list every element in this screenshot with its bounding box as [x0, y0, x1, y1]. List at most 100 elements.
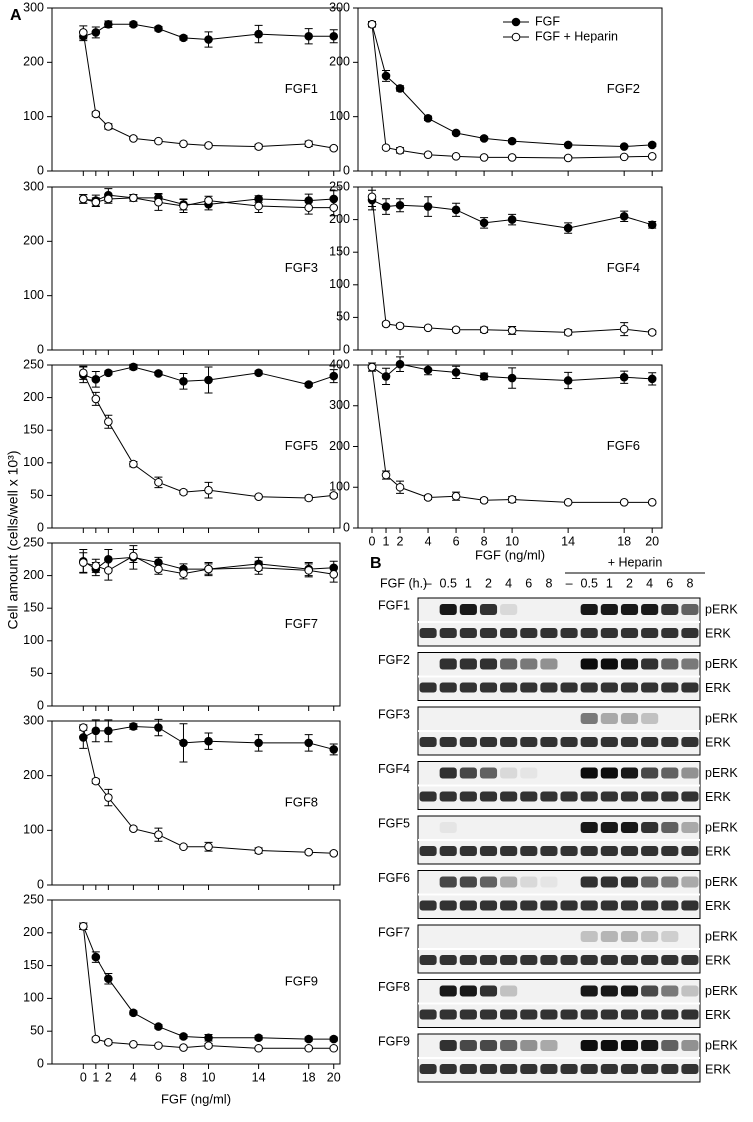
y-tick-label: 0: [343, 342, 350, 356]
erk-band: [641, 955, 659, 965]
y-tick-label: 100: [23, 991, 44, 1005]
perk-band: [479, 985, 498, 997]
erk-band: [439, 1009, 457, 1020]
data-point: [254, 738, 263, 748]
data-point: [179, 377, 188, 386]
x-axis-label: FGF (ng/ml): [475, 547, 545, 562]
lane-label: 1: [606, 576, 613, 590]
x-tick-label: 4: [130, 1070, 137, 1084]
erk-band: [479, 737, 498, 747]
perk-band: [600, 931, 618, 942]
x-axis-label: FGF (ng/ml): [161, 1091, 231, 1106]
time-label: FGF (h.): [380, 576, 427, 590]
erk-band: [500, 628, 518, 638]
data-point: [563, 498, 573, 507]
data-point: [479, 372, 489, 381]
series-line: [82, 926, 334, 1049]
data-point: [647, 220, 657, 230]
y-tick-label: 250: [23, 535, 44, 549]
erk-band: [459, 846, 477, 856]
erk-band: [560, 1064, 578, 1074]
data-point: [79, 194, 88, 204]
data-point: [129, 20, 138, 29]
perk-band: [540, 658, 558, 670]
perk-band: [661, 767, 679, 779]
data-point: [563, 223, 573, 233]
data-point: [254, 1033, 263, 1043]
series-line: [82, 32, 334, 149]
x-tick-label: 18: [302, 1070, 316, 1084]
data-point: [395, 321, 405, 331]
y-tick-label: 200: [329, 212, 350, 226]
erk-band: [500, 955, 518, 965]
lane-label: 2: [626, 576, 633, 590]
data-point: [619, 324, 629, 334]
erk-band: [661, 846, 679, 856]
data-point: [179, 1032, 188, 1041]
data-point: [79, 28, 88, 37]
data-point: [479, 153, 489, 162]
erk-band: [419, 737, 437, 747]
data-point: [104, 417, 113, 427]
perk-band: [500, 658, 518, 670]
series-line: [82, 926, 334, 1040]
erk-band: [500, 791, 518, 802]
data-point: [304, 566, 313, 575]
data-point: [104, 566, 113, 575]
perk-band: [620, 767, 639, 779]
data-point: [104, 122, 113, 131]
erk-band: [479, 682, 498, 693]
band-label: pERK: [705, 602, 738, 616]
perk-band: [641, 1040, 659, 1051]
band-label: pERK: [705, 820, 738, 834]
y-tick-label: 100: [23, 109, 44, 123]
plot-frame: [357, 7, 663, 172]
perk-band: [641, 604, 659, 615]
data-point: [619, 372, 629, 382]
erk-band: [600, 737, 618, 747]
erk-band: [459, 900, 477, 911]
erk-band: [500, 846, 518, 856]
erk-band: [419, 1064, 437, 1074]
perk-band: [600, 767, 618, 779]
data-point: [204, 1041, 213, 1050]
data-point: [104, 194, 113, 204]
lane-label: 6: [525, 576, 532, 590]
x-tick-label: 0: [80, 1070, 87, 1084]
erk-band: [520, 955, 538, 965]
erk-band: [560, 846, 578, 856]
y-tick-label: 300: [329, 0, 350, 14]
erk-band: [479, 846, 498, 856]
data-point: [204, 736, 213, 746]
panel-name: FGF2: [607, 81, 640, 96]
y-tick-label: 300: [329, 398, 350, 412]
erk-band: [540, 682, 558, 693]
perk-band: [459, 658, 477, 670]
data-point: [329, 31, 339, 41]
y-tick-label: 200: [23, 234, 44, 248]
x-tick-label: 14: [561, 534, 575, 548]
perk-band: [500, 876, 518, 888]
data-point: [451, 325, 461, 335]
data-point: [91, 561, 101, 571]
plot-frame: [357, 186, 663, 351]
perk-band: [661, 985, 679, 997]
panel-label: B: [370, 555, 382, 572]
series-line: [371, 196, 653, 333]
y-tick-label: 50: [30, 1023, 44, 1037]
band-label: pERK: [705, 984, 738, 998]
band-label: ERK: [705, 681, 731, 695]
data-point: [329, 143, 339, 153]
band-label: ERK: [705, 1062, 731, 1076]
data-point: [304, 738, 313, 748]
plot-frame: [51, 364, 341, 529]
data-point: [367, 20, 377, 29]
erk-band: [580, 628, 598, 638]
erk-band: [681, 1009, 699, 1020]
blot-row-label: FGF4: [378, 762, 410, 776]
plot-frame: [51, 899, 341, 1065]
perk-band: [620, 604, 639, 615]
perk-band: [459, 604, 477, 615]
erk-band: [620, 628, 639, 638]
panel-label: A: [10, 7, 22, 24]
